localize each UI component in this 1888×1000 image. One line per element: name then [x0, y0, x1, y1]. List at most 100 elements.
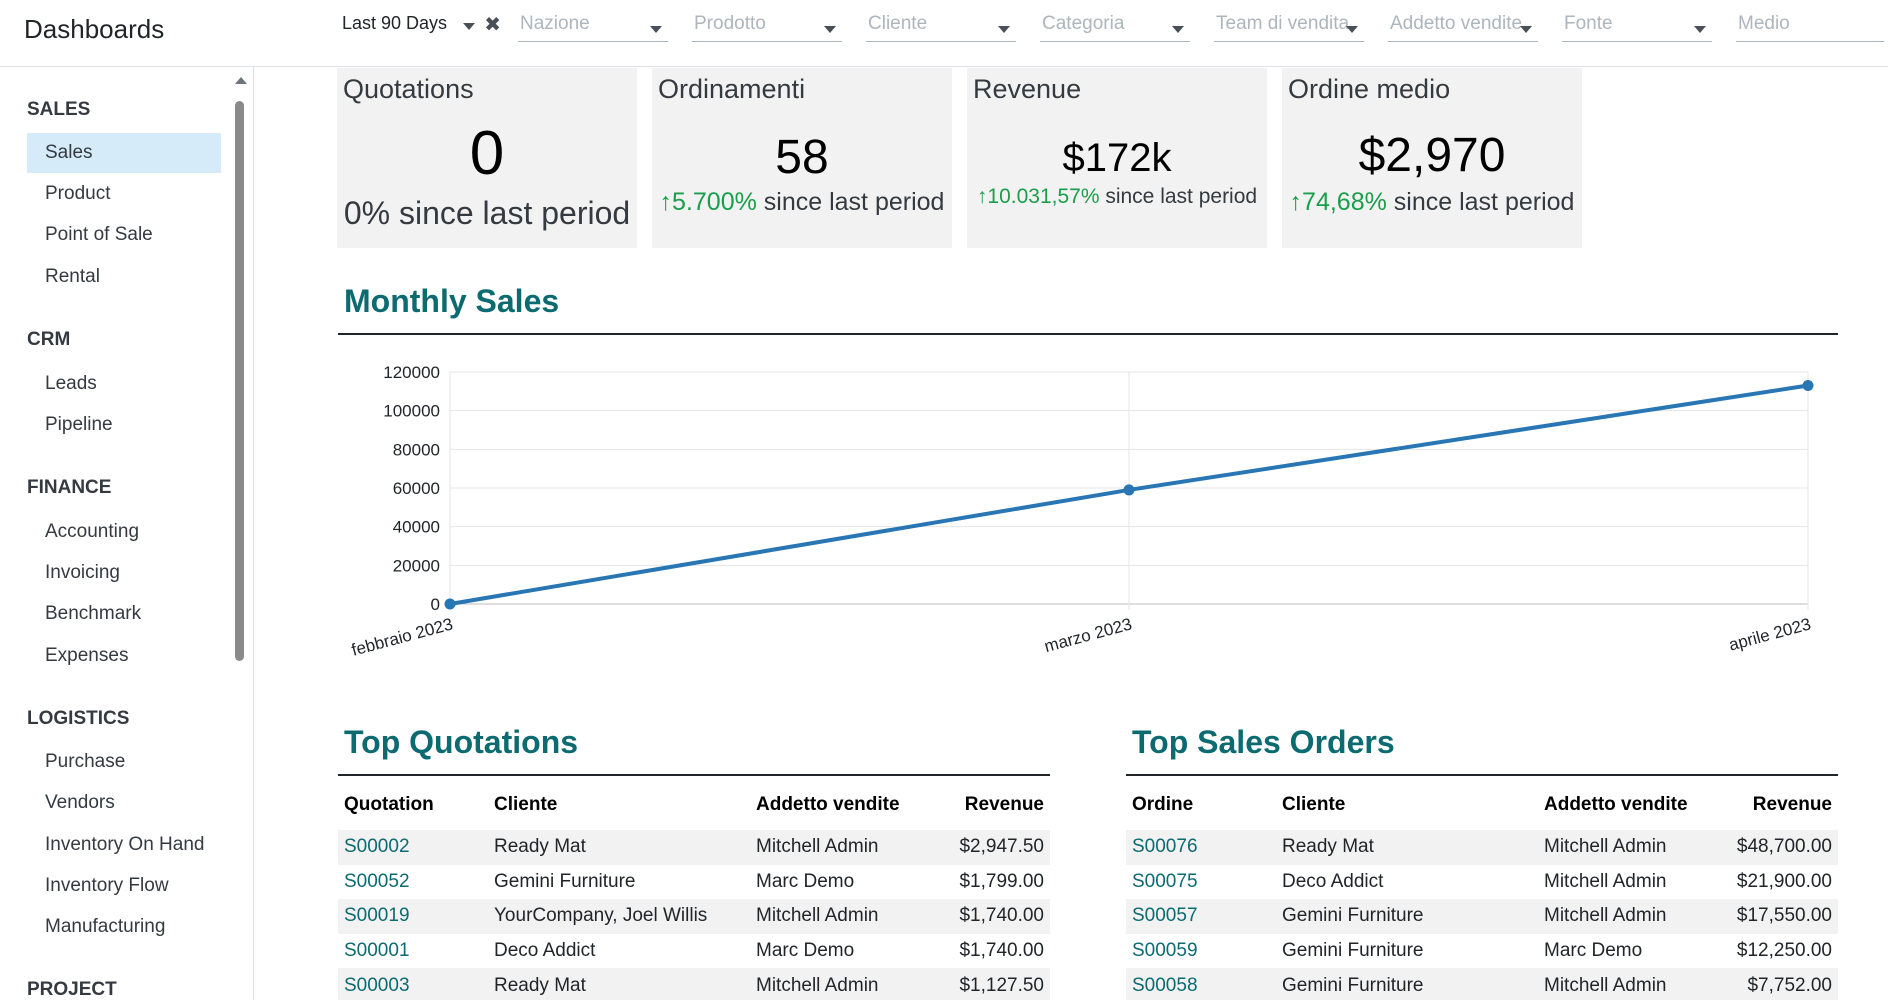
table-row[interactable]: S00057 Gemini Furniture Mitchell Admin $… — [1126, 899, 1838, 934]
column-header[interactable]: Addetto vendite — [756, 794, 900, 815]
cell-cliente: Ready Mat — [494, 836, 586, 858]
sidebar-item-accounting[interactable]: Accounting — [45, 521, 140, 542]
chevron-down-icon[interactable] — [1346, 26, 1358, 33]
scroll-up-arrow-icon[interactable] — [235, 77, 247, 84]
filter-categoria[interactable]: Categoria — [1040, 10, 1190, 42]
table-row[interactable]: S00058 Gemini Furniture Mitchell Admin $… — [1126, 968, 1838, 1000]
sidebar-section-project: PROJECT — [27, 979, 117, 1000]
column-header[interactable]: Revenue — [964, 794, 1044, 815]
cell-cliente: Ready Mat — [1282, 836, 1374, 858]
sidebar-item-pipeline[interactable]: Pipeline — [45, 414, 113, 435]
order-link[interactable]: S00058 — [1132, 974, 1198, 996]
cell-cliente: YourCompany, Joel Willis — [494, 905, 708, 927]
sidebar-item-invoicing[interactable]: Invoicing — [45, 562, 120, 583]
table-row[interactable]: S00003 Ready Mat Mitchell Admin $1,127.5… — [338, 968, 1050, 1000]
sidebar-item-expenses[interactable]: Expenses — [45, 645, 129, 666]
section-monthly-sales: Monthly Sales — [338, 283, 1838, 335]
column-header[interactable]: Quotation — [344, 794, 434, 815]
chevron-down-icon[interactable] — [1520, 26, 1532, 33]
table-row[interactable]: S00002 Ready Mat Mitchell Admin $2,947.5… — [338, 830, 1050, 865]
cell-cliente: Gemini Furniture — [1282, 905, 1424, 927]
monthly-sales-chart: 0 20000 40000 60000 80000 100000 120000 febbrai… — [350, 363, 1814, 660]
sidebar-scrollbar[interactable] — [232, 73, 247, 1000]
filter-medio[interactable]: Medio — [1736, 10, 1884, 42]
x-tick-label: aprile 2023 — [1727, 614, 1813, 654]
sidebar-item-leads[interactable]: Leads — [45, 373, 97, 394]
kpi-value: 0 — [469, 119, 505, 188]
kpi-title: Ordine medio — [1288, 74, 1451, 104]
cell-cliente: Deco Addict — [1282, 870, 1384, 892]
filter-team-vendita[interactable]: Team di vendita — [1214, 10, 1364, 42]
kpi-change-suffix: since last period — [756, 188, 945, 216]
kpi-ordine-medio: Ordine medio $2,970 ↑74,68% since last p… — [1282, 68, 1582, 248]
table-row[interactable]: S00059 Gemini Furniture Marc Demo $12,25… — [1126, 934, 1838, 969]
data-point — [1123, 484, 1135, 496]
sidebar-item-rental[interactable]: Rental — [45, 266, 100, 287]
cell-cliente: Gemini Furniture — [1282, 974, 1424, 996]
cell-addetto: Marc Demo — [756, 940, 855, 962]
x-tick-label: febbraio 2023 — [350, 614, 455, 659]
table-row[interactable]: S00076 Ready Mat Mitchell Admin $48,700.… — [1126, 830, 1838, 865]
filter-addetto-vendite[interactable]: Addetto vendite — [1388, 10, 1538, 42]
cell-revenue: $1,740.00 — [959, 940, 1044, 962]
cell-addetto: Mitchell Admin — [756, 836, 879, 858]
data-point — [444, 598, 456, 610]
column-header[interactable]: Revenue — [1752, 794, 1832, 815]
sidebar-item-product[interactable]: Product — [45, 183, 111, 204]
filter-nazione[interactable]: Nazione — [518, 10, 668, 42]
quotation-link[interactable]: S00052 — [344, 870, 410, 892]
arrow-up-icon: ↑ — [1289, 188, 1303, 216]
order-link[interactable]: S00059 — [1132, 940, 1198, 962]
column-header[interactable]: Cliente — [494, 794, 558, 815]
chevron-down-icon[interactable] — [1694, 26, 1706, 33]
sidebar-item-purchase[interactable]: Purchase — [45, 751, 126, 772]
kpi-change: 0% since last period — [337, 195, 637, 232]
section-top-sales-orders: Top Sales Orders — [1126, 724, 1838, 776]
order-link[interactable]: S00075 — [1132, 870, 1198, 892]
y-tick-label: 0 — [431, 595, 440, 614]
sidebar-item-vendors[interactable]: Vendors — [45, 792, 115, 813]
table-row[interactable]: S00019 YourCompany, Joel Willis Mitchell… — [338, 899, 1050, 934]
cell-addetto: Mitchell Admin — [756, 905, 879, 927]
date-range-filter[interactable]: Last 90 Days ✖ — [340, 10, 505, 42]
chevron-down-icon[interactable] — [463, 23, 475, 30]
chevron-down-icon[interactable] — [998, 26, 1010, 33]
column-header[interactable]: Cliente — [1282, 794, 1346, 815]
sidebar-item-point-of-sale[interactable]: Point of Sale — [45, 224, 153, 245]
data-point — [1802, 380, 1814, 392]
column-header[interactable]: Ordine — [1132, 794, 1194, 815]
filter-prodotto[interactable]: Prodotto — [692, 10, 842, 42]
sidebar-item-inventory-on-hand[interactable]: Inventory On Hand — [45, 834, 205, 855]
quotation-link[interactable]: S00003 — [344, 974, 410, 996]
quotation-link[interactable]: S00019 — [344, 905, 410, 927]
filter-fonte[interactable]: Fonte — [1562, 10, 1712, 42]
column-header[interactable]: Addetto vendite — [1544, 794, 1688, 815]
order-link[interactable]: S00057 — [1132, 905, 1198, 927]
filter-cliente[interactable]: Cliente — [866, 10, 1016, 42]
sidebar-item-benchmark[interactable]: Benchmark — [45, 603, 142, 624]
quotation-link[interactable]: S00002 — [344, 836, 410, 858]
quotation-link[interactable]: S00001 — [344, 940, 410, 962]
table-row[interactable]: S00052 Gemini Furniture Marc Demo $1,799… — [338, 865, 1050, 900]
cell-addetto: Mitchell Admin — [1544, 870, 1667, 892]
chevron-down-icon[interactable] — [650, 26, 662, 33]
kpi-change-suffix: since last period — [1099, 185, 1258, 208]
table-header-row: Ordine Cliente Addetto vendite Revenue — [1126, 780, 1838, 830]
kpi-change-pct: 5.700% — [672, 188, 757, 216]
order-link[interactable]: S00076 — [1132, 836, 1198, 858]
chevron-down-icon[interactable] — [824, 26, 836, 33]
kpi-ordinamenti: Ordinamenti 58 ↑5.700% since last period — [652, 68, 952, 248]
table-row[interactable]: S00001 Deco Addict Marc Demo $1,740.00 — [338, 934, 1050, 969]
sidebar-item-manufacturing[interactable]: Manufacturing — [45, 916, 166, 937]
close-icon[interactable]: ✖ — [484, 14, 501, 36]
table-row[interactable]: S00075 Deco Addict Mitchell Admin $21,90… — [1126, 865, 1838, 900]
filter-placeholder: Nazione — [520, 13, 590, 34]
scrollbar-thumb[interactable] — [235, 101, 244, 661]
kpi-change: ↑74,68% since last period — [1282, 188, 1582, 217]
sidebar-item-sales[interactable]: Sales — [27, 133, 221, 173]
chevron-down-icon[interactable] — [1172, 26, 1184, 33]
filter-placeholder: Fonte — [1564, 13, 1613, 34]
kpi-value: 58 — [775, 131, 829, 184]
sidebar-item-inventory-flow[interactable]: Inventory Flow — [45, 875, 169, 896]
table-header-row: Quotation Cliente Addetto vendite Revenu… — [338, 780, 1050, 830]
